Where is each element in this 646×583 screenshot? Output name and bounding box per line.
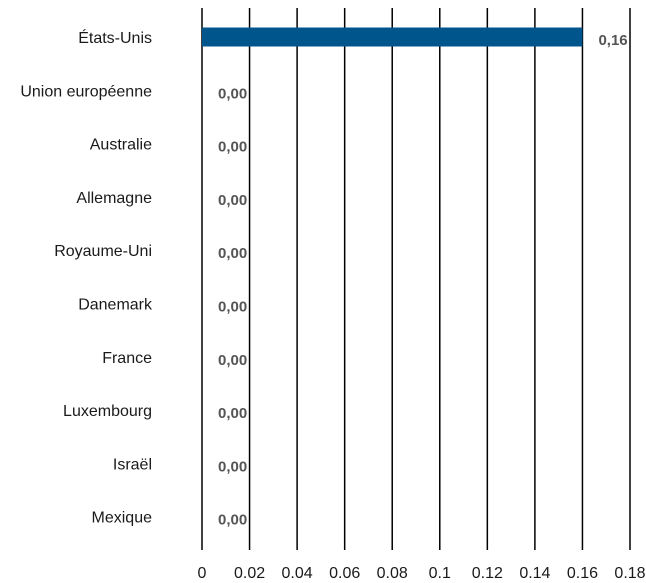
data-labels: 0,16 0,00 0,00 0,00 0,00 0,00 0,00 0,00 0,00 0,00 — [218, 32, 628, 529]
x-tick-label: 0.16 — [567, 565, 598, 582]
category-labels: États-Unis Union européenne Australie Allem… — [20, 28, 153, 527]
category-label: Union européenne — [20, 83, 152, 100]
category-label: Luxembourg — [63, 403, 152, 420]
data-label: 0,00 — [218, 512, 247, 529]
data-label: 0,00 — [218, 458, 247, 475]
data-label: 0,00 — [218, 85, 247, 102]
data-label: 0,00 — [218, 139, 247, 156]
x-tick-label: 0.08 — [377, 565, 408, 582]
gridlines — [201, 8, 631, 550]
category-label: Allemagne — [76, 190, 152, 207]
data-label: 0,00 — [218, 299, 247, 316]
x-tick-label: 0.04 — [282, 565, 313, 582]
data-label: 0,00 — [218, 192, 247, 209]
x-tick-label: 0.14 — [519, 565, 550, 582]
category-label: États-Unis — [78, 28, 152, 47]
category-label: France — [102, 350, 152, 367]
x-axis-tick-labels: 0 0.02 0.04 0.06 0.08 0.1 0.12 0.14 0.16 0.18 — [198, 565, 646, 582]
data-label: 0,00 — [218, 352, 247, 369]
x-tick-label: 0 — [198, 565, 207, 582]
x-tick-label: 0.1 — [429, 565, 451, 582]
x-tick-label: 0.18 — [614, 565, 645, 582]
category-label: Israël — [113, 456, 152, 473]
category-label: Australie — [90, 137, 152, 154]
bar — [202, 27, 583, 47]
category-label: Mexique — [92, 510, 153, 527]
category-label: Danemark — [78, 297, 153, 314]
x-tick-label: 0.06 — [329, 565, 360, 582]
bars — [202, 27, 583, 47]
category-label: Royaume-Uni — [54, 243, 152, 260]
data-label: 0,00 — [218, 245, 247, 262]
data-label: 0,16 — [598, 32, 627, 49]
data-label: 0,00 — [218, 405, 247, 422]
x-tick-label: 0.02 — [234, 565, 265, 582]
x-tick-label: 0.12 — [472, 565, 503, 582]
